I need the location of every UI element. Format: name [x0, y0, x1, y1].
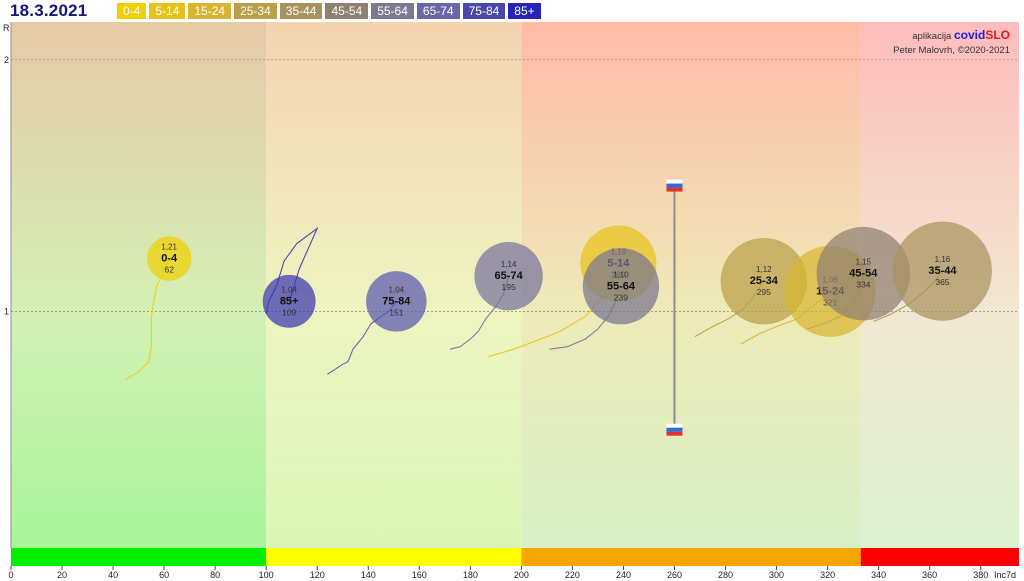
x-tick-label-240: 240 — [616, 570, 631, 580]
branding: aplikacija covidSLO Peter Malovrh, ©2020… — [893, 28, 1010, 58]
legend-item-0-4: 0-4 — [117, 3, 147, 19]
legend-item-55-64: 55-64 — [371, 3, 414, 19]
legend-item-5-14: 5-14 — [149, 3, 186, 19]
bubble-label-55-64: 55-64 — [607, 280, 636, 292]
bubble-r-value-65-74: 1,14 — [501, 260, 517, 269]
zone-bar-3 — [860, 548, 1019, 566]
bubble-r-value-75-84: 1,04 — [389, 285, 405, 294]
bubble-label-85+: 85+ — [280, 295, 299, 307]
bubble-inc-65-74: 195 — [502, 282, 516, 292]
flag-white-0 — [666, 179, 683, 184]
x-tick-label-360: 360 — [922, 570, 937, 580]
legend-item-35-44: 35-44 — [279, 3, 323, 19]
bubble-inc-85+: 109 — [282, 307, 296, 317]
legend-item-85+: 85+ — [508, 3, 541, 19]
x-tick-label-0: 0 — [8, 570, 13, 580]
bubble-label-0-4: 0-4 — [161, 253, 178, 265]
bubble-circle-25-34 — [720, 237, 808, 325]
flag-red-0 — [666, 187, 683, 192]
bubble-r-value-85+: 1,04 — [281, 285, 297, 294]
bubble-circle-0-4 — [147, 236, 192, 281]
x-tick-label-140: 140 — [361, 570, 376, 580]
bubble-label-65-74: 65-74 — [495, 270, 524, 282]
bubble-inc-75-84: 151 — [389, 307, 403, 317]
zone-bar-0 — [11, 548, 267, 566]
legend-item-25-34: 25-34 — [234, 3, 277, 19]
header: 18.3.2021 0-4 5-14 15-24 25-34 35-44 45-54 55-… — [0, 0, 1024, 22]
bubble-circle-45-54 — [816, 226, 911, 321]
bubble-circle-85+ — [262, 274, 316, 328]
bubble-r-value-45-54: 1,15 — [856, 258, 872, 267]
bubble-inc-25-34: 295 — [757, 287, 771, 297]
y-tick-label-1: 1 — [4, 306, 9, 316]
bubble-label-45-54: 45-54 — [849, 268, 878, 280]
bubble-circle-65-74 — [474, 241, 543, 311]
flag-blue-1 — [666, 427, 683, 432]
zone-bar-1 — [266, 548, 522, 566]
bubble-0-4: 1,210-462 — [147, 236, 192, 281]
x-tick-label-300: 300 — [769, 570, 784, 580]
legend-item-45-54: 45-54 — [325, 3, 369, 19]
flag-red-1 — [666, 431, 683, 436]
legend-item-15-24: 15-24 — [188, 3, 232, 19]
bubble-circle-35-44 — [892, 221, 992, 321]
bubble-label-25-34: 25-34 — [750, 275, 779, 287]
flag-blue-0 — [666, 183, 683, 188]
zone-background-0 — [11, 22, 267, 548]
x-tick-label-120: 120 — [310, 570, 325, 580]
date-title: 18.3.2021 — [10, 1, 88, 20]
bubble-circle-75-84 — [366, 271, 427, 332]
bubble-r-value-0-4: 1,21 — [161, 243, 177, 252]
legend-item-75-84: 75-84 — [462, 3, 506, 19]
zone-bar-2 — [521, 548, 861, 566]
logo-slo: SLO — [985, 28, 1010, 42]
x-axis-label: Inc7d — [994, 570, 1016, 580]
bubble-circle-55-64 — [582, 248, 660, 325]
x-tick-label-100: 100 — [259, 570, 274, 580]
flag-white-1 — [666, 423, 683, 428]
bubble-inc-55-64: 239 — [614, 292, 628, 302]
x-tick-label-280: 280 — [718, 570, 733, 580]
legend-item-65-74: 65-74 — [416, 3, 460, 19]
bubble-r-value-35-44: 1,16 — [935, 255, 951, 264]
credit: Peter Malovrh, ©2020-2021 — [893, 45, 1010, 56]
x-tick-label-20: 20 — [57, 570, 67, 580]
x-tick-label-160: 160 — [412, 570, 427, 580]
age-group-legend: 0-4 5-14 15-24 25-34 35-44 45-54 55-64 65-74 75-… — [117, 3, 541, 19]
app-prefix: aplikacija — [912, 31, 952, 42]
bubble-r-value-25-34: 1,12 — [756, 265, 772, 274]
x-tick-label-60: 60 — [159, 570, 169, 580]
bubble-label-35-44: 35-44 — [928, 265, 957, 277]
x-tick-label-380: 380 — [973, 570, 988, 580]
y-tick-label-2: 2 — [4, 55, 9, 65]
x-tick-label-260: 260 — [667, 570, 682, 580]
x-tick-label-40: 40 — [108, 570, 118, 580]
bubble-inc-35-44: 365 — [935, 277, 949, 287]
x-tick-label-220: 220 — [565, 570, 580, 580]
x-tick-label-340: 340 — [871, 570, 886, 580]
y-axis-label: R — [3, 23, 10, 33]
logo-covid: covid — [953, 28, 986, 42]
x-tick-label-320: 320 — [820, 570, 835, 580]
bubble-inc-45-54: 334 — [856, 280, 870, 290]
bubble-r-value-55-64: 1,10 — [613, 270, 629, 279]
x-tick-label-180: 180 — [463, 570, 478, 580]
x-tick-label-200: 200 — [514, 570, 529, 580]
x-tick-label-80: 80 — [210, 570, 220, 580]
bubble-label-75-84: 75-84 — [382, 295, 411, 307]
bubble-inc-0-4: 62 — [164, 265, 174, 275]
